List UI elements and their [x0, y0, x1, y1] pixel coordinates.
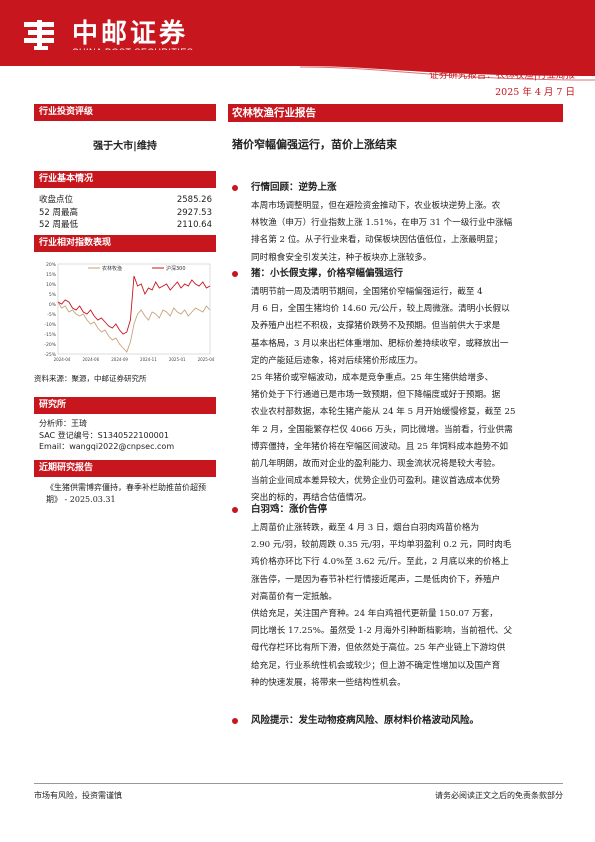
- x-tick-label: 2024-04: [54, 357, 71, 362]
- y-tick-label: 5%: [49, 292, 57, 298]
- analyst-section: 研究所 分析师：王琦 SAC 登记编号：S1340522100001 Email…: [34, 397, 216, 453]
- section-broiler: 白羽鸡：涨价告停 上周苗价止涨转跌，截至 4 月 3 日，烟台白羽肉鸡苗价格为 …: [228, 503, 563, 692]
- series-line-agri: [57, 301, 211, 353]
- para-line: 母代存栏环比有所下滑，但依然处于高位。25 年产业链上下游均供: [251, 643, 506, 654]
- section-paragraph: 供给充足，关注国产育种。24 年白鸡祖代更新量 150.07 万套， 同比增长 …: [228, 606, 563, 692]
- recent-heading: 近期研究报告: [34, 460, 216, 477]
- x-tick-label: 2025-04: [198, 357, 215, 362]
- para-line: 突出的标的，再结合估值情况。: [251, 493, 372, 504]
- china-post-logo-icon: [24, 20, 54, 52]
- y-tick-label: -10%: [44, 322, 56, 328]
- y-tick-label: 10%: [46, 282, 57, 288]
- x-tick-label: 2025-01: [169, 357, 186, 362]
- series-line-hs300: [57, 275, 211, 335]
- para-line: 涨告停，一是因为春节补栏行情接近尾声，二是低肉价下，养殖户: [251, 574, 501, 585]
- para-line: 对高苗价有一定抵触。: [251, 591, 337, 602]
- analyst-name: 分析师：王琦: [39, 419, 87, 428]
- para-line: 25 年猪价或窄幅波动，成本是竞争重点。25 年生猪供给增多、: [251, 373, 494, 384]
- para-line: 年 2 月，全国能繁存栏仅 4066 万头，同比微增。当前看，行业供需: [251, 424, 513, 435]
- y-tick-label: 15%: [46, 272, 57, 278]
- section-risk: 风险提示：发生动物疫病风险、原材料价格波动风险。: [228, 714, 563, 728]
- basic-row: 收盘点位 2585.26: [34, 194, 216, 207]
- para-line: 当前企业间成本差异较大，优势企业仍可盈利。建议首选成本优势: [251, 476, 501, 487]
- para-line: 定的产能延后迹象，将对后续猪价形成压力。: [251, 355, 423, 366]
- performance-heading: 行业相对指数表现: [34, 235, 216, 252]
- para-line: 基本格局，3 月以来出栏体重增加、肥标价差持续收窄，或释放出一: [251, 338, 509, 349]
- y-tick-label: 0%: [49, 302, 57, 308]
- header-wave-decoration: [0, 50, 595, 81]
- section-title: 白羽鸡：涨价告停: [228, 503, 563, 517]
- para-line: 林牧渔（申万）行业指数上涨 1.51%，在申万 31 个一级行业中涨幅: [251, 218, 513, 229]
- para-line: 月 6 日，全国生猪均价 14.60 元/公斤，较上周微涨。清明小长假以: [251, 304, 510, 315]
- section-market-review: 行情回顾：逆势上涨 本周市场调整明显，但在避险资金推动下，农业板块逆势上涨。农 …: [228, 181, 563, 267]
- report-subtitle: 猪价窄幅偏强运行，苗价上涨结束: [232, 138, 397, 151]
- x-tick-label: 2024-11: [140, 357, 157, 362]
- para-line: 博弈僵持，全年猪价将在窄幅区间波动。且 25 年饲料成本趋势不如: [251, 441, 509, 452]
- section-paragraph: 25 年猪价或窄幅波动，成本是竞争重点。25 年生猪供给增多、 猪价处于下行通道…: [228, 370, 563, 508]
- para-line: 农业农村部数据，本轮生猪产能从 24 年 5 月开始缓慢修复，截至 25: [251, 407, 516, 418]
- relative-index-chart: 20% 15% 10% 5% 0% -5% -10% -15% -20% -25%2024-04 2…: [44, 262, 215, 362]
- section-paragraph: 上周苗价止涨转跌，截至 4 月 3 日，烟台白羽肉鸡苗价格为 2.90 元/羽，…: [228, 520, 563, 606]
- para-line: 同时粮食安全引发关注，种子板块亦上涨较多。: [251, 252, 432, 263]
- x-tick-label: 2024-06: [82, 357, 99, 362]
- logo-text-cn: 中邮证券: [72, 19, 189, 49]
- basic-label: 收盘点位: [39, 195, 74, 205]
- analyst-sac: SAC 登记编号：S1340522100001: [39, 430, 169, 440]
- basic-row: 52 周最高 2927.53: [34, 207, 216, 220]
- legend-label: 沪深300: [166, 265, 186, 272]
- para-line: 上周苗价止涨转跌，截至 4 月 3 日，烟台白羽肉鸡苗价格为: [251, 523, 480, 533]
- performance-section: 行业相对指数表现: [34, 235, 216, 252]
- report-category-title: 农林牧渔行业报告: [228, 104, 563, 122]
- analyst-heading: 研究所: [34, 397, 216, 414]
- footer-left: 市场有风险，投资需谨慎: [34, 791, 122, 800]
- rating-value: 强于大市|维持: [93, 141, 157, 152]
- basic-label: 52 周最低: [39, 220, 79, 230]
- section-paragraph: 清明节前一周及清明节期间，全国猪价窄幅偏强运行，截至 4 月 6 日，全国生猪均…: [228, 284, 563, 370]
- para-line: 前几年明朗，故而对企业的盈利能力、现金流状况将是较大考验。: [251, 459, 501, 470]
- plot-frame: [57, 263, 211, 355]
- basic-info-heading: 行业基本情况: [34, 171, 216, 188]
- section-title: 猪：小长假支撑，价格窄幅偏强运行: [228, 267, 563, 281]
- recent-reports-section: 近期研究报告 《生猪供需博弈僵持，春季补栏助推苗价超预期》 - 2025.03.…: [34, 460, 216, 506]
- para-line: 种的快速发展，将带来一些结构性机会。: [251, 677, 406, 688]
- section-paragraph: 本周市场调整明显，但在避险资金推动下，农业板块逆势上涨。农 林牧渔（申万）行业指…: [228, 198, 563, 267]
- section-title: 行情回顾：逆势上涨: [228, 181, 563, 195]
- y-tick-label: -20%: [44, 342, 56, 348]
- chart-source: 资料来源：聚源，中邮证券研究所: [34, 374, 147, 383]
- basic-value: 2585.26: [176, 195, 212, 205]
- basic-info-section: 行业基本情况 收盘点位 2585.26 52 周最高 2927.53 52 周最…: [34, 171, 216, 232]
- x-tick-label: 2024-09: [111, 357, 128, 362]
- rating-section: 行业投资评级 强于大市|维持: [34, 104, 216, 152]
- y-tick-label: -25%: [44, 352, 56, 358]
- report-breadcrumb: 证券研究报告：农林牧渔|行业周报: [429, 70, 575, 81]
- para-line: 供给充足，关注国产育种。24 年白鸡祖代更新量 150.07 万套，: [251, 609, 498, 620]
- para-line: 2.90 元/羽，较前周跌 0.35 元/羽，平均单羽盈利 0.2 元，同时肉毛: [251, 540, 512, 551]
- para-line: 及养殖户出栏不积极，支撑猪价跌势不及预期。但当前供大于求是: [251, 321, 501, 332]
- recent-report-link[interactable]: 《生猪供需博弈僵持，春季补栏助推苗价超预期》 - 2025.03.31: [46, 483, 206, 504]
- report-date: 2025 年 4 月 7 日: [495, 87, 575, 98]
- analyst-email[interactable]: Email：wangqi2022@cnpsec.com: [39, 442, 175, 451]
- para-line: 排名第 2 位。从子行业来看，动保板块因估值低位，上涨最明显；: [251, 235, 503, 246]
- main-header: 农林牧渔行业报告 猪价窄幅偏强运行，苗价上涨结束: [228, 104, 563, 152]
- rating-heading: 行业投资评级: [34, 104, 216, 121]
- para-line: 猪价处于下行通道已是市场一致预期，但下降幅度或好于预期。据: [251, 390, 501, 401]
- para-line: 鸡价格亦环比下行 4.0%至 3.62 元/斤。至此，2 月底以来的价格上: [251, 557, 509, 568]
- y-tick-label: -5%: [47, 312, 56, 318]
- page-footer: 市场有风险，投资需谨慎 请务必阅读正文之后的免责条款部分: [34, 783, 563, 801]
- legend-label: 农林牧渔: [102, 265, 122, 272]
- basic-value: 2927.53: [176, 207, 212, 218]
- para-line: 同比增长 17.25%。虽然受 1-2 月海外引种断档影响，当前祖代、父: [251, 626, 513, 637]
- y-tick-label: -15%: [44, 332, 56, 338]
- para-line: 本周市场调整明显，但在避险资金推动下，农业板块逆势上涨。农: [251, 201, 501, 211]
- basic-row: 52 周最低 2110.64: [34, 219, 216, 232]
- footer-right: 请务必阅读正文之后的免责条款部分: [435, 791, 563, 800]
- risk-warning: 风险提示：发生动物疫病风险、原材料价格波动风险。: [228, 714, 563, 728]
- para-line: 清明节前一周及清明节期间，全国猪价窄幅偏强运行，截至 4: [251, 287, 483, 297]
- basic-label: 52 周最高: [39, 207, 79, 218]
- basic-value: 2110.64: [176, 220, 212, 230]
- para-line: 给充足，行业系统性机会或较少；但上游不确定性增加以及国产育: [251, 660, 501, 671]
- section-pig: 猪：小长假支撑，价格窄幅偏强运行 清明节前一周及清明节期间，全国猪价窄幅偏强运行…: [228, 267, 563, 508]
- y-tick-label: 20%: [46, 262, 57, 268]
